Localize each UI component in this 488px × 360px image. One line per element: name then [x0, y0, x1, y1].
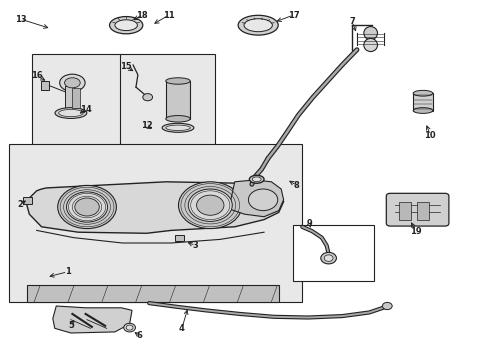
Text: 8: 8 [293, 181, 299, 190]
Circle shape [66, 192, 107, 222]
Text: 12: 12 [141, 122, 152, 130]
Circle shape [196, 195, 224, 215]
Circle shape [248, 189, 277, 211]
Text: 2: 2 [18, 200, 23, 209]
Ellipse shape [252, 177, 261, 181]
Ellipse shape [115, 20, 137, 31]
Text: 16: 16 [31, 71, 42, 80]
Bar [72, 88, 80, 108]
Text: 6: 6 [136, 331, 142, 340]
Bar [175, 235, 183, 241]
Text: 13: 13 [15, 15, 26, 24]
Ellipse shape [60, 74, 85, 91]
Bar [416, 202, 428, 220]
Circle shape [320, 252, 336, 264]
Ellipse shape [109, 17, 142, 34]
Circle shape [126, 325, 133, 330]
Text: 15: 15 [120, 62, 132, 71]
Bar [293, 225, 373, 281]
Ellipse shape [55, 108, 87, 118]
Text: 3: 3 [192, 241, 198, 250]
Text: 19: 19 [409, 227, 421, 236]
Polygon shape [228, 180, 283, 217]
Ellipse shape [165, 116, 190, 122]
FancyBboxPatch shape [386, 193, 448, 226]
Text: 11: 11 [163, 10, 174, 19]
Bar [412, 93, 432, 111]
Text: 7: 7 [348, 17, 354, 26]
Ellipse shape [412, 90, 432, 96]
Ellipse shape [249, 175, 264, 183]
Bar [65, 86, 74, 108]
Text: 14: 14 [80, 105, 91, 114]
Circle shape [75, 198, 99, 216]
Bar [398, 202, 410, 220]
Ellipse shape [59, 109, 83, 117]
Bar [27, 285, 278, 302]
Ellipse shape [162, 123, 193, 132]
Ellipse shape [363, 39, 377, 51]
Ellipse shape [412, 108, 432, 113]
Bar [41, 81, 49, 90]
Bar [120, 54, 215, 157]
Ellipse shape [244, 19, 272, 32]
Text: 4: 4 [179, 324, 184, 333]
Polygon shape [27, 182, 283, 233]
Bar [32, 54, 122, 157]
Circle shape [188, 189, 232, 221]
Text: 17: 17 [287, 10, 299, 19]
Circle shape [324, 255, 332, 261]
Circle shape [142, 94, 152, 101]
Text: 9: 9 [305, 219, 311, 228]
Circle shape [382, 302, 391, 310]
Text: 1: 1 [64, 267, 70, 276]
Circle shape [58, 185, 116, 229]
Ellipse shape [238, 15, 278, 35]
Bar [23, 197, 32, 204]
Text: 5: 5 [68, 321, 74, 330]
Circle shape [178, 182, 242, 229]
Bar [9, 144, 302, 302]
Polygon shape [53, 306, 132, 333]
Circle shape [123, 323, 135, 332]
Ellipse shape [165, 78, 190, 84]
Ellipse shape [363, 27, 377, 40]
Text: 10: 10 [424, 130, 435, 139]
Bar [166, 81, 189, 119]
Text: 18: 18 [136, 10, 147, 19]
Ellipse shape [64, 78, 80, 88]
Ellipse shape [165, 125, 190, 130]
